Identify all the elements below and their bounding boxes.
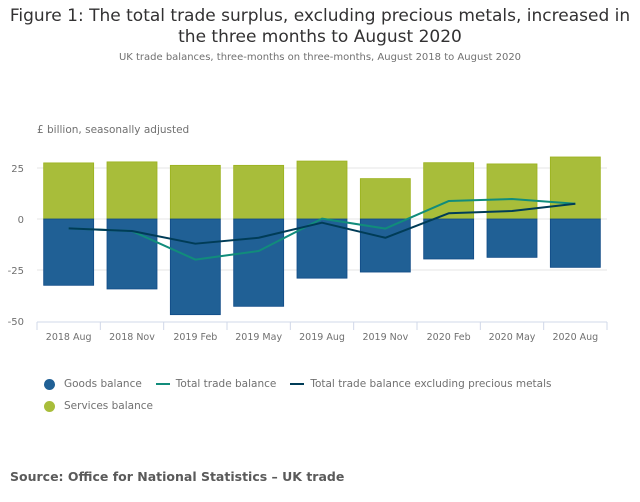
services-bar <box>169 164 221 220</box>
source-note: Source: Office for National Statistics –… <box>10 469 345 484</box>
x-tick-label: 2018 Nov <box>109 332 155 343</box>
goods-bar <box>486 218 538 258</box>
goods-bar <box>549 218 601 268</box>
x-tick-label: 2018 Aug <box>46 332 92 343</box>
total-line-icon <box>155 383 170 385</box>
legend-label-total-ex-pm: Total trade balance excluding precious m… <box>310 378 552 390</box>
goods-bar <box>233 218 285 307</box>
goods-bar <box>423 218 475 260</box>
services-bar <box>423 162 475 220</box>
total-ex-pm-line-icon <box>290 383 305 385</box>
total-trade-line <box>68 198 576 261</box>
chart-subtitle: UK trade balances, three-months on three… <box>118 52 522 63</box>
x-tick-label: 2019 Feb <box>173 332 217 343</box>
lines <box>68 198 576 261</box>
legend-item-goods[interactable]: Goods balance <box>44 378 142 390</box>
y-axis-units-label: £ billion, seasonally adjusted <box>37 124 190 136</box>
services-bar <box>549 156 601 220</box>
goods-bar <box>359 218 411 273</box>
legend-item-total[interactable]: Total trade balance <box>155 378 277 390</box>
x-tick-label: 2019 Nov <box>362 332 408 343</box>
y-tick-label: 0 <box>18 215 24 226</box>
goods-bar <box>169 218 221 316</box>
legend-label-total: Total trade balance <box>175 378 277 390</box>
services-dot-icon <box>44 400 55 412</box>
legend-label-services: Services balance <box>64 400 153 412</box>
x-tick-label: 2020 Feb <box>427 332 471 343</box>
services-bar <box>43 162 95 220</box>
y-tick-label: 25 <box>11 164 24 175</box>
goods-bar <box>43 218 95 286</box>
y-tick-label: -50 <box>8 317 24 328</box>
services-bar <box>233 164 285 220</box>
x-tick-label: 2019 May <box>235 332 282 343</box>
chart-title: Figure 1: The total trade surplus, exclu… <box>9 6 631 47</box>
legend-item-services[interactable]: Services balance <box>44 400 153 412</box>
chart-plot: 25 0 -25 -50 2018 Aug 2018 Nov 2019 Feb 2019 M… <box>8 156 608 343</box>
bars <box>43 156 601 316</box>
x-tick-label: 2020 May <box>489 332 536 343</box>
y-axis-ticks: 25 0 -25 -50 <box>8 164 24 328</box>
legend-item-total-ex-pm[interactable]: Total trade balance excluding precious m… <box>290 378 552 390</box>
goods-dot-icon <box>44 378 55 390</box>
legend-label-goods: Goods balance <box>64 378 142 390</box>
services-bar <box>296 160 348 220</box>
x-tick-label: 2020 Aug <box>552 332 598 343</box>
goods-bar <box>296 218 348 279</box>
services-bar <box>359 178 411 220</box>
services-bar <box>106 161 158 220</box>
x-tick-label: 2019 Aug <box>299 332 345 343</box>
total-trade-ex-pm-line <box>68 202 576 245</box>
legend: Goods balance Total trade balance Total … <box>44 373 566 417</box>
x-axis: 2018 Aug 2018 Nov 2019 Feb 2019 May 2019 Aug… <box>36 321 608 343</box>
y-tick-label: -25 <box>8 266 24 277</box>
